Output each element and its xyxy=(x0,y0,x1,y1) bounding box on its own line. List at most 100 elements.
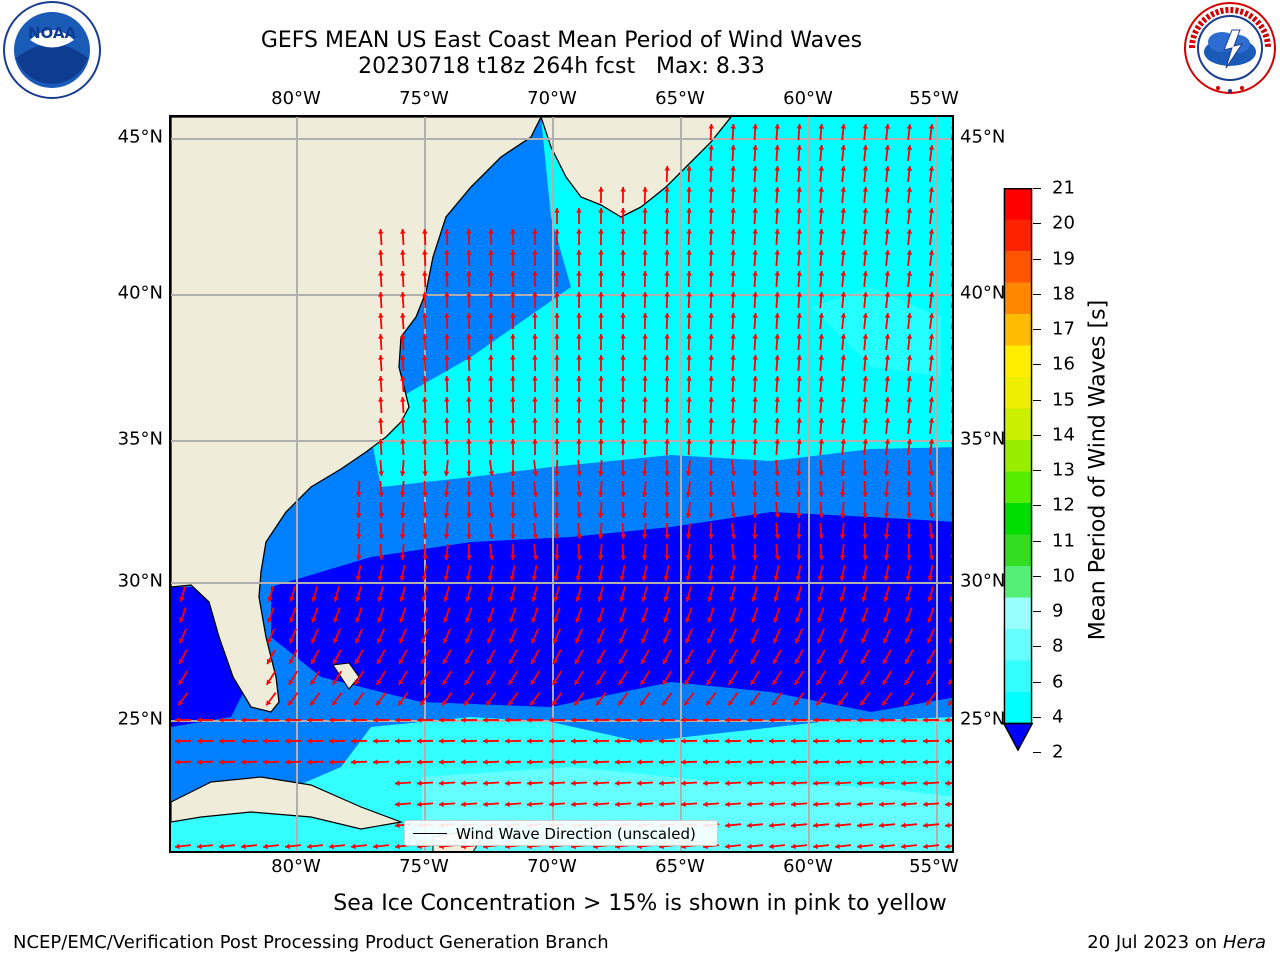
wave-arrow-head xyxy=(840,355,847,360)
wave-arrow-head xyxy=(266,658,272,665)
wave-arrow-head xyxy=(950,210,952,213)
wave-arrow-head xyxy=(439,717,444,723)
wave-arrow-head xyxy=(945,738,950,744)
wave-arrow-head xyxy=(510,250,516,255)
colorbar-tick-mark xyxy=(1033,540,1041,542)
colorbar-tick-mark xyxy=(1033,716,1041,718)
wave-arrow-head xyxy=(708,534,714,539)
wave-arrow-shaft xyxy=(951,216,952,224)
wave-arrow-head xyxy=(593,717,598,723)
wave-arrow-head xyxy=(923,822,928,829)
wave-arrow-head xyxy=(906,250,913,255)
wave-arrow-head xyxy=(769,738,774,744)
colorbar-segment xyxy=(1003,597,1033,630)
wave-arrow-shaft xyxy=(951,300,952,308)
wave-arrow-head xyxy=(483,759,488,765)
wave-arrow-head xyxy=(637,801,642,808)
wave-arrow-head xyxy=(813,822,818,829)
wave-arrow-head xyxy=(664,492,670,497)
wave-arrow-head xyxy=(554,418,560,423)
wave-arrow-head xyxy=(684,679,690,685)
wave-arrow-head xyxy=(598,492,604,497)
wave-arrow-head xyxy=(884,313,891,318)
colorbar-segment xyxy=(1003,629,1033,661)
wave-arrow-head xyxy=(901,738,906,744)
wave-arrow-head xyxy=(948,658,952,665)
wave-arrow-head xyxy=(399,638,405,644)
wave-arrow-head xyxy=(422,471,428,476)
wave-arrow-head xyxy=(862,492,868,497)
wave-arrow-head xyxy=(378,471,384,476)
wave-arrow-head xyxy=(906,439,913,444)
wave-arrow-head xyxy=(266,700,272,706)
wave-arrow-head xyxy=(928,250,935,255)
wave-arrow-head xyxy=(510,492,516,497)
nws-logo xyxy=(1180,0,1280,100)
wave-arrow-head xyxy=(576,471,583,476)
wave-arrow-head xyxy=(708,250,714,255)
wave-arrow-head xyxy=(664,229,670,234)
wave-arrow-head xyxy=(862,376,869,381)
wave-arrow-head xyxy=(532,292,538,297)
wave-arrow-head xyxy=(884,418,891,423)
wave-arrow-head xyxy=(510,313,516,318)
wave-arrow-head xyxy=(487,617,493,623)
wave-arrow-head xyxy=(641,596,647,602)
wave-arrow-head xyxy=(241,843,246,850)
wave-arrow-head xyxy=(576,229,582,234)
wave-arrow-head xyxy=(488,534,495,539)
wave-arrow-head xyxy=(333,617,339,623)
wave-arrow-head xyxy=(879,780,884,786)
wave-arrow-head xyxy=(906,187,913,192)
wave-arrow-head xyxy=(730,292,736,297)
wave-arrow-head xyxy=(857,780,862,786)
wave-arrow-head xyxy=(443,596,449,602)
wave-arrow-head xyxy=(288,700,294,706)
wave-arrow-head xyxy=(686,313,692,318)
wave-arrow-head xyxy=(399,492,406,497)
wave-arrow-head xyxy=(884,355,891,360)
wave-arrow-head xyxy=(883,575,890,581)
wave-arrow-head xyxy=(351,738,356,744)
wave-arrow-head xyxy=(928,334,935,339)
wave-arrow-head xyxy=(751,638,757,644)
colorbar-tick-mark xyxy=(1033,258,1041,260)
wave-arrow-head xyxy=(818,229,825,234)
wave-arrow-head xyxy=(681,801,686,808)
wave-arrow-head xyxy=(642,376,648,381)
wave-arrow-head xyxy=(508,679,514,685)
wave-arrow-head xyxy=(466,334,472,339)
wave-arrow-head xyxy=(948,700,952,706)
wave-arrow-head xyxy=(395,738,400,744)
wave-arrow-head xyxy=(686,355,692,360)
wave-arrow-head xyxy=(400,397,406,402)
wave-arrow-head xyxy=(686,418,692,423)
wave-arrow-head xyxy=(861,575,868,581)
wave-arrow-head xyxy=(488,439,494,444)
wave-arrow-head xyxy=(641,534,648,539)
land-north-america xyxy=(171,117,542,713)
wave-arrow-head xyxy=(662,658,668,665)
colorbar-segment xyxy=(1003,534,1033,567)
wave-arrow-head xyxy=(620,376,626,381)
wave-arrow-head xyxy=(774,187,780,192)
title-line-1: GEFS MEAN US East Coast Mean Period of W… xyxy=(260,28,863,53)
wave-arrow-head xyxy=(464,700,470,706)
wave-arrow-head xyxy=(862,166,869,171)
wave-arrow-head xyxy=(532,534,539,539)
wave-arrow-head xyxy=(532,355,538,360)
wave-arrow-head xyxy=(794,679,800,685)
wave-arrow-head xyxy=(263,759,268,765)
wave-arrow-head xyxy=(378,250,384,255)
wave-arrow-head xyxy=(664,376,670,381)
wave-arrow-head xyxy=(752,166,758,171)
colorbar-tick-label: 19 xyxy=(1052,248,1075,269)
wave-arrow-head xyxy=(400,229,406,234)
wave-arrow-head xyxy=(796,229,803,234)
wave-arrow-head xyxy=(840,124,847,129)
wave-arrow-head xyxy=(615,738,620,744)
wave-arrow-head xyxy=(730,439,736,444)
wave-arrow-head xyxy=(703,801,708,808)
wave-arrow-head xyxy=(461,759,466,765)
wave-arrow-head xyxy=(857,843,862,850)
